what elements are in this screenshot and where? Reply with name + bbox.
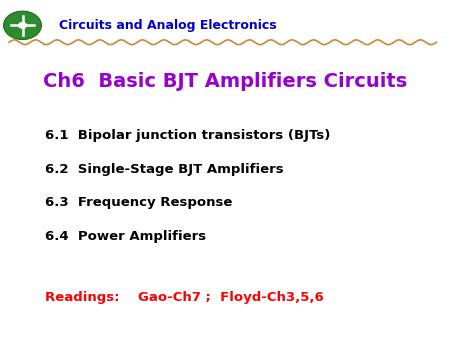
Text: Readings:    Gao-Ch7 ;  Floyd-Ch3,5,6: Readings: Gao-Ch7 ; Floyd-Ch3,5,6 <box>45 291 324 304</box>
Text: 6.2  Single-Stage BJT Amplifiers: 6.2 Single-Stage BJT Amplifiers <box>45 163 284 175</box>
Text: Ch6  Basic BJT Amplifiers Circuits: Ch6 Basic BJT Amplifiers Circuits <box>43 72 407 91</box>
Circle shape <box>4 11 41 40</box>
Circle shape <box>19 23 26 28</box>
Text: Circuits and Analog Electronics: Circuits and Analog Electronics <box>59 19 277 32</box>
Text: 6.3  Frequency Response: 6.3 Frequency Response <box>45 196 232 209</box>
Text: 6.1  Bipolar junction transistors (BJTs): 6.1 Bipolar junction transistors (BJTs) <box>45 129 330 142</box>
Text: 6.4  Power Amplifiers: 6.4 Power Amplifiers <box>45 230 206 243</box>
